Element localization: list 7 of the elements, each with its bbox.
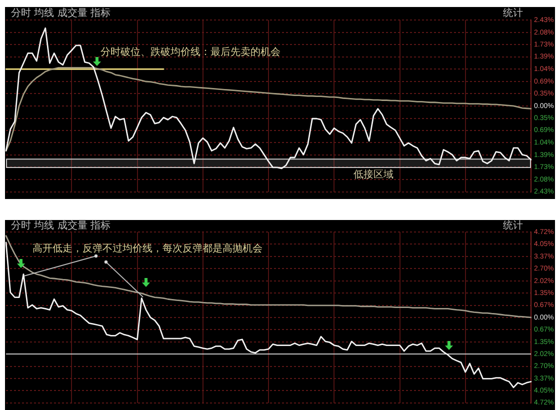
text: 统计 bbox=[503, 220, 523, 232]
band-label: 低接区域 bbox=[354, 168, 394, 181]
text: 分时 均线 成交量 指标 bbox=[11, 7, 111, 20]
text: 分时 均线 成交量 指标 bbox=[11, 220, 111, 232]
annotation: 高开低走，反弹不过均价线，每次反弹都是高抛机会 bbox=[32, 242, 262, 255]
annotation: 分时破位、跌破均价线：最后先卖的机会 bbox=[100, 46, 280, 58]
text: 统计 bbox=[503, 7, 523, 20]
